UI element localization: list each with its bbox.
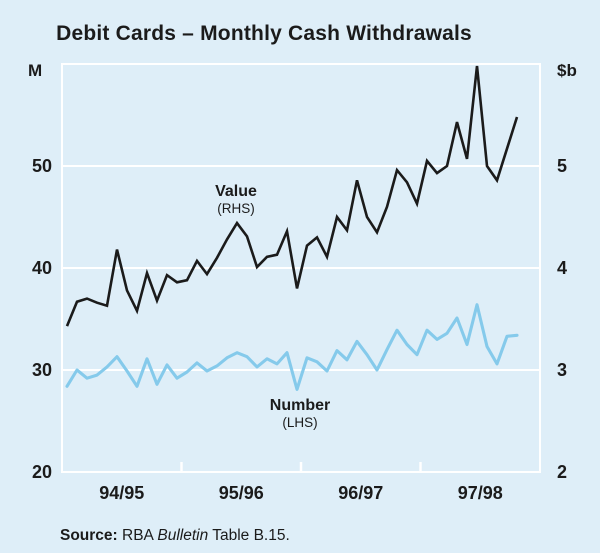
left-axis-tick-label: 40 xyxy=(31,258,52,278)
value-series-annotation: Value (RHS) xyxy=(215,183,257,217)
right-axis-tick-label: 2 xyxy=(557,462,568,482)
value-series-sublabel: (RHS) xyxy=(217,201,255,217)
value-series-line xyxy=(65,65,519,327)
chart-title: Debit Cards – Monthly Cash Withdrawals xyxy=(56,22,472,45)
x-axis-label: 97/98 xyxy=(457,483,503,503)
left-axis-tick-label: 30 xyxy=(31,360,52,380)
source-text-italic: Bulletin xyxy=(157,527,209,544)
right-axis-tick-label: 5 xyxy=(557,156,568,176)
number-series-annotation: Number (LHS) xyxy=(270,397,330,431)
left-axis-tick-label: 20 xyxy=(31,462,52,482)
source-text-1: RBA xyxy=(117,527,158,544)
value-series-label: Value xyxy=(215,183,257,200)
source-note: Source: RBA Bulletin Table B.15. xyxy=(60,527,290,545)
right-axis-tick-label: 4 xyxy=(557,258,568,278)
number-series-label: Number xyxy=(269,397,331,414)
x-axis-label: 94/95 xyxy=(99,483,145,503)
left-axis-tick-label: 50 xyxy=(31,156,52,176)
left-axis-unit-label: M xyxy=(28,61,43,80)
x-axis-label: 95/96 xyxy=(218,483,264,503)
source-text-2: Table B.15. xyxy=(208,527,290,544)
number-series-sublabel: (LHS) xyxy=(282,415,318,431)
number-series-line xyxy=(65,303,519,391)
plot-frame xyxy=(61,63,541,473)
source-label: Source: xyxy=(60,527,118,544)
x-axis-ticks xyxy=(180,462,422,471)
x-axis-label: 96/97 xyxy=(338,483,384,503)
right-axis-tick-label: 3 xyxy=(557,360,568,380)
right-axis-unit-label: $b xyxy=(557,61,577,80)
